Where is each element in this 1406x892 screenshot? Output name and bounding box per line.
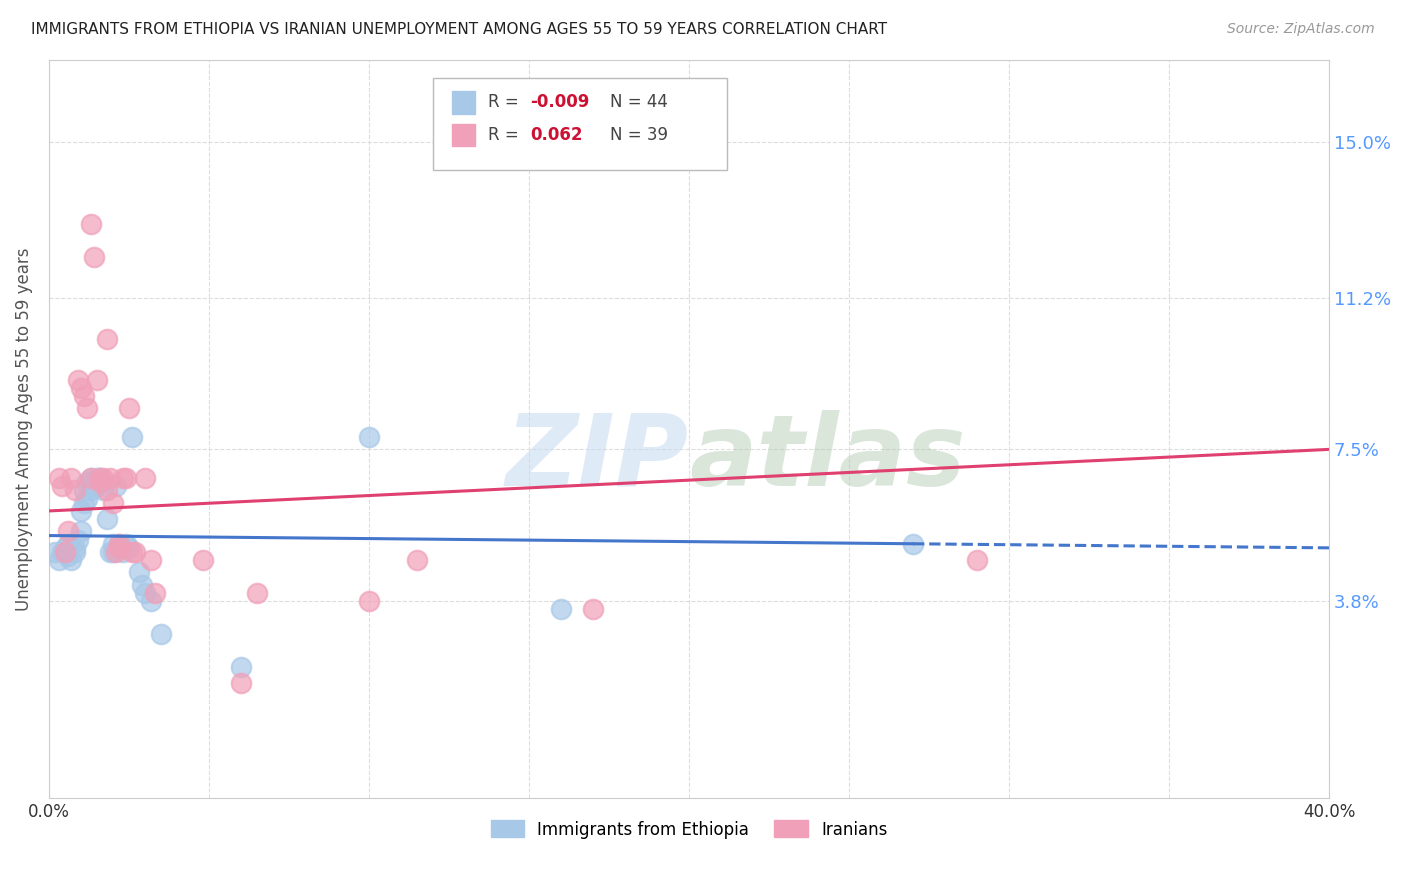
Text: ZIP: ZIP (506, 410, 689, 507)
Point (121, 545, 143, 559)
Point (406, 553, 429, 567)
Point (550, 602, 572, 616)
Point (128, 566, 150, 580)
Text: IMMIGRANTS FROM ETHIOPIA VS IRANIAN UNEMPLOYMENT AMONG AGES 55 TO 59 YEARS CORRE: IMMIGRANTS FROM ETHIOPIA VS IRANIAN UNEM… (31, 22, 887, 37)
Point (96, 332, 118, 346)
Point (83, 475, 105, 490)
Point (48, 471, 70, 485)
Y-axis label: Unemployment Among Ages 55 to 59 years: Unemployment Among Ages 55 to 59 years (15, 247, 32, 611)
Point (101, 545, 124, 559)
Point (79, 217, 101, 231)
Point (60, 553, 83, 567)
Text: atlas: atlas (689, 410, 966, 507)
Text: N = 39: N = 39 (610, 126, 668, 144)
Point (105, 545, 128, 559)
Point (89, 471, 111, 485)
Point (73, 389, 96, 403)
Point (134, 471, 156, 485)
Text: R =: R = (488, 94, 524, 112)
Point (53, 545, 76, 559)
Point (51, 545, 73, 559)
Point (73, 483, 96, 498)
Point (56, 537, 79, 551)
Text: N = 44: N = 44 (610, 94, 668, 112)
Point (108, 537, 131, 551)
Bar (453, 91, 475, 113)
Point (66, 373, 89, 387)
Point (96, 512, 118, 526)
Point (89, 475, 111, 490)
Point (48, 553, 70, 567)
Point (108, 537, 131, 551)
Point (118, 541, 141, 555)
Point (53, 545, 76, 559)
Text: R =: R = (488, 126, 524, 144)
Point (98, 471, 121, 485)
Point (114, 537, 136, 551)
Point (86, 373, 108, 387)
Point (73, 496, 96, 510)
Point (83, 250, 105, 264)
Point (83, 475, 105, 490)
Point (118, 401, 141, 416)
Point (101, 537, 124, 551)
Point (76, 401, 98, 416)
Point (79, 471, 101, 485)
Point (86, 479, 108, 493)
Point (89, 471, 111, 485)
Point (44, 545, 66, 559)
Point (131, 578, 153, 592)
Point (86, 471, 108, 485)
Point (53, 541, 76, 555)
Point (229, 676, 252, 690)
Point (51, 479, 73, 493)
Point (149, 627, 172, 641)
Point (70, 504, 93, 518)
Point (70, 524, 93, 539)
Point (63, 483, 86, 498)
Point (56, 549, 79, 563)
Point (143, 586, 166, 600)
Point (134, 586, 156, 600)
Point (79, 471, 101, 485)
Point (98, 545, 121, 559)
Point (191, 553, 214, 567)
Point (101, 496, 124, 510)
Legend: Immigrants from Ethiopia, Iranians: Immigrants from Ethiopia, Iranians (484, 814, 894, 846)
Point (56, 524, 79, 539)
Point (357, 594, 380, 608)
Point (63, 545, 86, 559)
Point (121, 430, 143, 444)
Point (79, 483, 101, 498)
Point (70, 381, 93, 395)
Point (114, 471, 136, 485)
Point (76, 491, 98, 506)
Point (246, 586, 269, 600)
Point (63, 541, 86, 555)
Point (124, 545, 146, 559)
Point (141, 594, 163, 608)
Point (582, 602, 605, 616)
Point (229, 660, 252, 674)
Point (66, 533, 89, 547)
Point (111, 545, 134, 559)
Point (93, 471, 115, 485)
Text: -0.009: -0.009 (530, 94, 589, 112)
Point (111, 471, 134, 485)
Point (108, 541, 131, 555)
Point (105, 479, 128, 493)
Point (76, 475, 98, 490)
Text: 0.062: 0.062 (530, 126, 582, 144)
Point (141, 553, 163, 567)
Point (96, 483, 118, 498)
Point (60, 471, 83, 485)
Text: Source: ZipAtlas.com: Source: ZipAtlas.com (1227, 22, 1375, 37)
Point (93, 483, 115, 498)
Point (966, 553, 988, 567)
Bar (453, 124, 475, 146)
FancyBboxPatch shape (433, 78, 727, 170)
Point (357, 430, 380, 444)
Point (901, 537, 924, 551)
